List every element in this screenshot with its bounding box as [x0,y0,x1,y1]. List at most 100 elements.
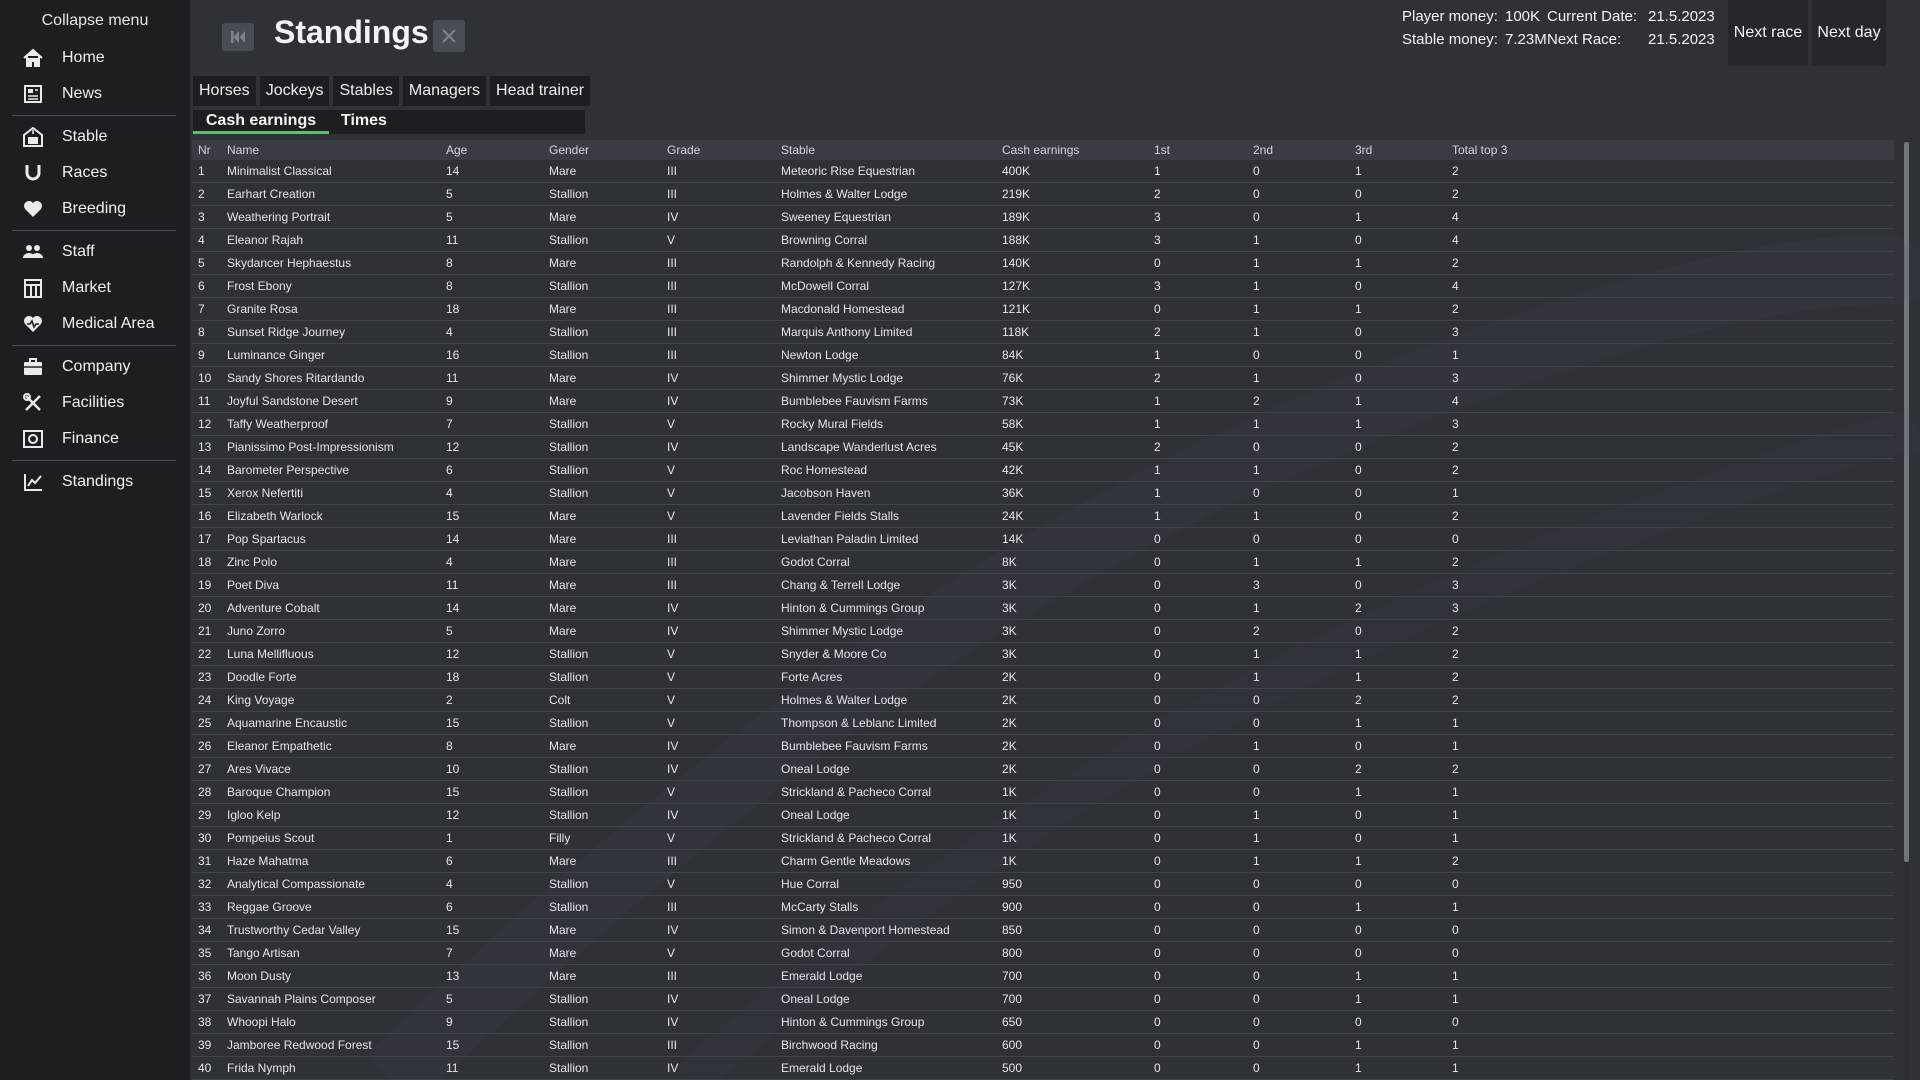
table-row[interactable]: 40 Frida Nymph 11 Stallion IV Emerald Lodge 50… [192,1057,1894,1080]
table-row[interactable]: 3 Weathering Portrait 5 Mare IV Sweeney Eques… [192,206,1894,229]
table-row[interactable]: 16 Elizabeth Warlock 15 Mare V Lavender Field… [192,505,1894,528]
cell-name: Elizabeth Warlock [227,509,323,523]
cell-name: Sunset Ridge Journey [227,325,346,339]
next-day-button[interactable]: Next day [1812,0,1886,66]
medical-heart-icon [22,313,44,335]
cell-first: 0 [1154,693,1161,707]
column-header-stable[interactable]: Stable [781,143,816,157]
sidebar-item-facilities[interactable]: Facilities [0,385,190,421]
table-row[interactable]: 33 Reggae Groove 6 Stallion III McCarty Stall… [192,896,1894,919]
close-button[interactable] [433,20,465,52]
table-row[interactable]: 23 Doodle Forte 18 Stallion V Forte Acres 2K 0 1… [192,666,1894,689]
sidebar-item-home[interactable]: Home [0,40,190,76]
table-row[interactable]: 19 Poet Diva 11 Mare III Chang & Terrell Lodg… [192,574,1894,597]
sidebar-item-stable[interactable]: Stable [0,119,190,155]
table-row[interactable]: 37 Savannah Plains Composer 5 Stallion IV One… [192,988,1894,1011]
column-header-gender[interactable]: Gender [549,143,590,157]
tab-horses[interactable]: Horses [193,76,256,106]
cell-gender: Mare [549,578,577,592]
table-row[interactable]: 4 Eleanor Rajah 11 Stallion V Browning Corral… [192,229,1894,252]
table-row[interactable]: 18 Zinc Polo 4 Mare III Godot Corral 8K 0 1 1 2 [192,551,1894,574]
sidebar-item-races[interactable]: Races [0,155,190,191]
next-race-button[interactable]: Next race [1728,0,1808,66]
table-row[interactable]: 25 Aquamarine Encaustic 15 Stallion V Thompso… [192,712,1894,735]
stable-icon [22,126,44,148]
cell-cash-earnings: 700 [1002,992,1023,1006]
column-header-total-top3[interactable]: Total top 3 [1452,143,1508,157]
cell-first: 0 [1154,900,1161,914]
tab-head-trainer[interactable]: Head trainer [490,76,591,106]
cell-total-top3: 2 [1452,555,1459,569]
sidebar-item-news[interactable]: News [0,76,190,112]
table-row[interactable]: 35 Tango Artisan 7 Mare V Godot Corral 800 0 0 0 0 [192,942,1894,965]
sidebar-item-finance[interactable]: Finance [0,421,190,457]
table-row[interactable]: 28 Baroque Champion 15 Stallion V Strickland … [192,781,1894,804]
column-header-nr[interactable]: Nr [198,143,211,157]
table-row[interactable]: 29 Igloo Kelp 12 Stallion IV Oneal Lodge 1K 0 1 0… [192,804,1894,827]
table-row[interactable]: 26 Eleanor Empathetic 8 Mare IV Bumblebee Fau… [192,735,1894,758]
column-header-second[interactable]: 2nd [1253,143,1274,157]
tab-cash-earnings[interactable]: Cash earnings [193,110,329,134]
table-row[interactable]: 9 Luminance Ginger 16 Stallion III Newton Lod… [192,344,1894,367]
table-row[interactable]: 10 Sandy Shores Ritardando 11 Mare IV Shimmer… [192,367,1894,390]
cell-name: Poet Diva [227,578,280,592]
tab-managers[interactable]: Managers [402,76,487,106]
cell-total-top3: 4 [1452,394,1459,408]
cell-second: 2 [1253,394,1260,408]
table-row[interactable]: 13 Pianissimo Post-Impressionism 12 Stallio… [192,436,1894,459]
sidebar-item-staff[interactable]: Staff [0,234,190,270]
sidebar-item-market[interactable]: Market [0,270,190,306]
column-header-cash-earnings[interactable]: Cash earnings [1002,143,1080,157]
table-row[interactable]: 6 Frost Ebony 8 Stallion III McDowell Corral 1… [192,275,1894,298]
table-row[interactable]: 21 Juno Zorro 5 Mare IV Shimmer Mystic Lodge 3… [192,620,1894,643]
cell-total-top3: 2 [1452,302,1459,316]
table-row[interactable]: 36 Moon Dusty 13 Mare III Emerald Lodge 700 0 0 1… [192,965,1894,988]
cell-stable: Randolph & Kennedy Racing [781,256,936,270]
back-button[interactable] [222,23,254,51]
stable-money-value: 7.23M [1505,31,1547,48]
table-row[interactable]: 2 Earhart Creation 5 Stallion III Holmes & Wa… [192,183,1894,206]
collapse-menu-button[interactable]: Collapse menu [41,12,149,29]
sidebar-item-company[interactable]: Company [0,349,190,385]
table-row[interactable]: 39 Jamboree Redwood Forest 15 Stallion III Bi… [192,1034,1894,1057]
table-row[interactable]: 17 Pop Spartacus 14 Mare III Leviathan Paladi… [192,528,1894,551]
tab-stables[interactable]: Stables [333,76,399,106]
column-header-third[interactable]: 3rd [1355,143,1373,157]
table-row[interactable]: 31 Haze Mahatma 6 Mare III Charm Gentle Meado… [192,850,1894,873]
cell-third: 0 [1355,486,1362,500]
table-row[interactable]: 7 Granite Rosa 18 Mare III Macdonald Homestea… [192,298,1894,321]
table-row[interactable]: 20 Adventure Cobalt 14 Mare IV Hinton & Cummi… [192,597,1894,620]
scrollbar-thumb[interactable] [1904,142,1909,862]
table-row[interactable]: 12 Taffy Weatherproof 7 Stallion V Rocky Mura… [192,413,1894,436]
cell-first: 0 [1154,877,1161,891]
table-row[interactable]: 34 Trustworthy Cedar Valley 15 Mare IV Simon … [192,919,1894,942]
column-header-name[interactable]: Name [227,143,260,157]
table-row[interactable]: 15 Xerox Nefertiti 4 Stallion V Jacobson Have… [192,482,1894,505]
table-row[interactable]: 32 Analytical Compassionate 4 Stallion V Hue … [192,873,1894,896]
table-row[interactable]: 14 Barometer Perspective 6 Stallion V Roc Hom… [192,459,1894,482]
table-row[interactable]: 30 Pompeius Scout 1 Filly V Strickland & Pach… [192,827,1894,850]
cell-first: 0 [1154,532,1161,546]
cell-grade: V [667,486,676,500]
table-row[interactable]: 38 Whoopi Halo 9 Stallion IV Hinton & Cumming… [192,1011,1894,1034]
column-header-first[interactable]: 1st [1154,143,1171,157]
sidebar-item-medical-area[interactable]: Medical Area [0,306,190,342]
cell-first: 0 [1154,739,1161,753]
table-row[interactable]: 27 Ares Vivace 10 Stallion IV Oneal Lodge 2K 0 0… [192,758,1894,781]
table-row[interactable]: 22 Luna Mellifluous 12 Stallion V Snyder & Mo… [192,643,1894,666]
tab-times[interactable]: Times [341,112,387,129]
column-header-age[interactable]: Age [446,143,468,157]
table-row[interactable]: 8 Sunset Ridge Journey 4 Stallion III Marquis… [192,321,1894,344]
cell-age: 6 [446,854,453,868]
table-row[interactable]: 1 Minimalist Classical 14 Mare III Meteoric R… [192,160,1894,183]
column-header-grade[interactable]: Grade [667,143,701,157]
table-scrollbar[interactable] [1904,140,1909,1080]
table-row[interactable]: 5 Skydancer Hephaestus 8 Mare III Randolph & … [192,252,1894,275]
cell-first: 0 [1154,647,1161,661]
table-row[interactable]: 24 King Voyage 2 Colt V Holmes & Walter Lodge… [192,689,1894,712]
table-row[interactable]: 11 Joyful Sandstone Desert 9 Mare IV Bumblebe… [192,390,1894,413]
tab-jockeys[interactable]: Jockeys [259,76,330,106]
cell-gender: Filly [549,831,571,845]
sidebar-item-standings[interactable]: Standings [0,464,190,500]
sidebar-item-breeding[interactable]: Breeding [0,191,190,227]
